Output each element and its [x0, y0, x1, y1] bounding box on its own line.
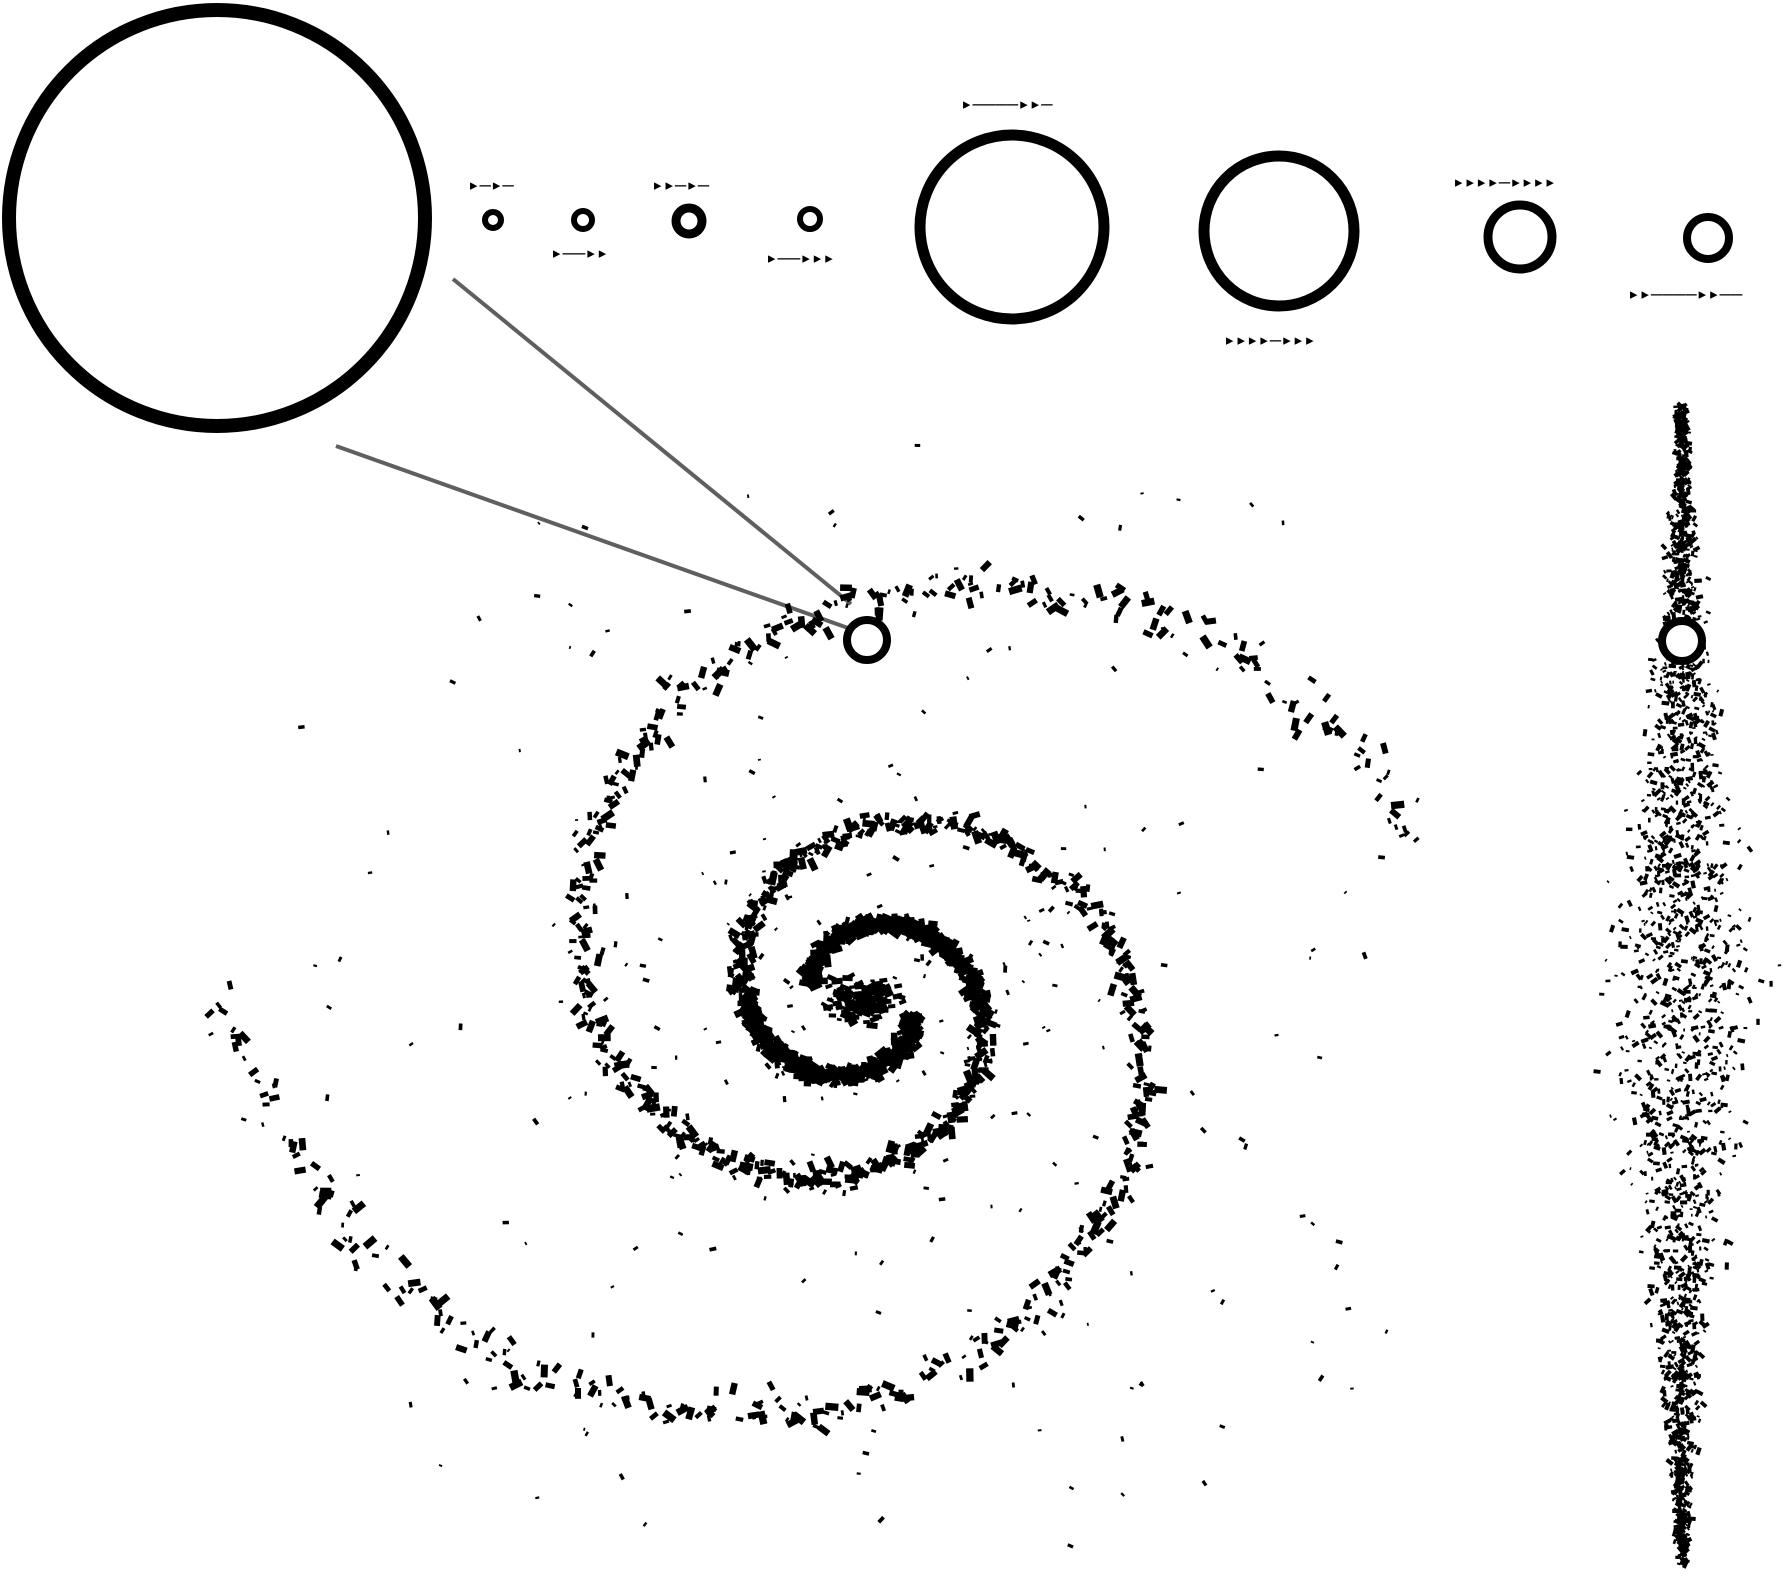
planet-8-label: ▸▸––––▸▸––	[1628, 283, 1743, 305]
sun-circle-icon	[2, 3, 432, 433]
planet-4-label: ▸––▸▸▸	[766, 247, 835, 269]
planet-6-icon	[1198, 150, 1360, 312]
planet-8-icon	[1683, 213, 1733, 263]
sun-location-marker-icon	[843, 616, 891, 664]
planet-4-icon	[797, 206, 823, 232]
zoom-connector-lines	[335, 277, 853, 630]
planet-1-icon	[482, 209, 504, 231]
planet-5-icon	[914, 129, 1110, 325]
planet-5-label: ▸––––▸▸–	[961, 93, 1053, 115]
planet-7-label: ▸▸▸▸–▸▸▸▸	[1453, 171, 1556, 193]
planet-1-label: ▸–▸–	[468, 174, 514, 196]
edge-sun-location-marker-icon	[1658, 617, 1706, 665]
planet-3-label: ▸▸–▸–	[652, 174, 710, 196]
spiral-galaxy-icon	[204, 443, 1420, 1549]
planet-3-icon	[671, 203, 707, 239]
planet-7-icon	[1483, 200, 1557, 274]
planet-2-icon	[571, 208, 595, 232]
planet-2-label: ▸––▸▸	[551, 242, 608, 264]
planet-row	[482, 129, 1733, 325]
edge-on-galaxy-icon	[1593, 401, 1782, 1569]
planet-6-label: ▸▸▸▸–▸▸▸	[1224, 329, 1316, 351]
